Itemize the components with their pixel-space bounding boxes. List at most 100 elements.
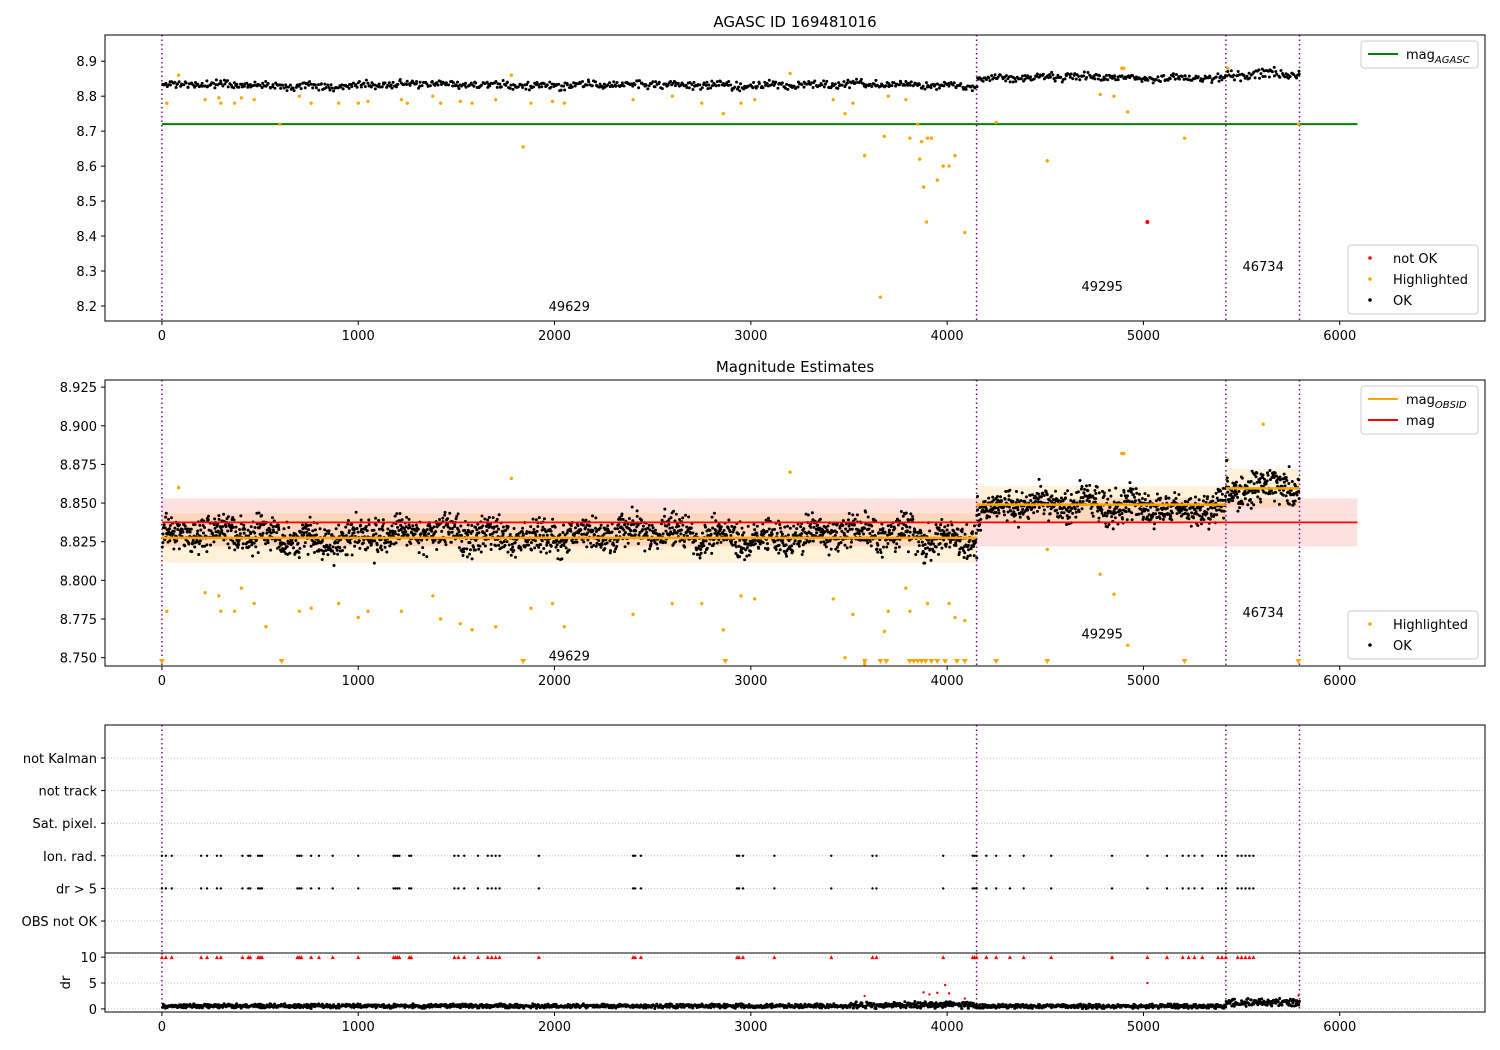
p2-ok-point (385, 550, 389, 554)
p2-ok-point (937, 552, 941, 556)
p2-ok-point (1120, 517, 1124, 521)
p2-ok-point (790, 544, 794, 548)
p2-ok-point (797, 541, 801, 545)
p2-ok-point (1129, 490, 1133, 494)
p2-ok-point (338, 546, 342, 550)
p2-ok-point (681, 516, 685, 520)
p2-ok-point (238, 528, 242, 532)
p2-ok-point (755, 534, 759, 538)
p1-ok-point (676, 81, 680, 85)
p2-ok-point (733, 525, 737, 529)
p2-ok-point (1020, 491, 1024, 495)
p1-ok-point (1060, 80, 1064, 84)
p2-ok-point (588, 524, 592, 528)
p2-ok-point (1222, 509, 1226, 513)
p2-ok-point (331, 545, 335, 549)
p1-ok-point (733, 85, 737, 89)
p2-ok-point (1266, 471, 1270, 475)
p2-ok-point (1096, 509, 1100, 513)
p1-ok-point (451, 84, 455, 88)
p2-ok-point (1186, 500, 1190, 504)
p1-ok-point (501, 79, 505, 83)
p2-ok-point (504, 528, 508, 532)
p1-ok-point (1219, 74, 1223, 78)
p1-ok-point (1049, 75, 1053, 79)
p2-legend-entry: mag (1406, 414, 1435, 429)
p2-ok-point (968, 554, 972, 558)
p2-ok-point (568, 527, 572, 531)
p2-ok-point (795, 527, 799, 531)
p1-ok-point (890, 84, 894, 88)
p2-ok-point (911, 517, 915, 521)
p2-ok-point (1231, 499, 1235, 503)
p2-ok-point (1282, 480, 1286, 484)
p2-ok-point (1143, 492, 1147, 496)
p2-ok-point (766, 546, 770, 550)
p2-ok-point (1090, 505, 1094, 509)
p1-ok-point (702, 81, 706, 85)
p1-ok-point (212, 81, 216, 85)
p2-ok-point (656, 547, 660, 551)
p1-ok-point (369, 85, 373, 89)
p3-flag-point (241, 854, 244, 857)
p2-ok-point (1120, 511, 1124, 515)
p2-ok-point (213, 526, 217, 530)
p2-ok-point (209, 529, 213, 533)
p2-ok-point (358, 546, 362, 550)
p2-ok-point (1122, 490, 1126, 494)
p1-ok-point (1021, 74, 1025, 78)
p2-ok-point (508, 532, 512, 536)
p1-ok-point (615, 80, 619, 84)
p2-ok-point (829, 547, 833, 551)
p2-ok-point (961, 546, 965, 550)
p3-flag-point (247, 887, 250, 890)
p2-ok-point (501, 525, 505, 529)
p2-ok-point (333, 541, 337, 545)
p2-ok-point (1130, 518, 1134, 522)
p1-ok-point (800, 83, 804, 87)
p2-ok-point (443, 513, 447, 517)
p2-ok-point (222, 538, 226, 542)
p1-ok-point (1275, 72, 1279, 76)
p3-flag-point (942, 854, 945, 857)
p2-ok-point (1111, 527, 1115, 531)
p2-ok-point (576, 524, 580, 528)
p2-ok-point (465, 547, 469, 551)
p1-ok-point (565, 83, 569, 87)
p2-ok-point (737, 532, 741, 536)
p1-ok-point (809, 81, 813, 85)
p2-ok-point (367, 523, 371, 527)
p2-ok-point (168, 524, 172, 528)
p1-ok-point (1014, 79, 1018, 83)
p2-ok-point (1156, 508, 1160, 512)
p2-ok-point (359, 518, 363, 522)
p1-ok-point (1267, 75, 1271, 79)
p2-ok-point (1065, 514, 1069, 518)
p1-ok-point (1297, 69, 1301, 73)
p1-ok-point (598, 82, 602, 86)
p2-ok-point (835, 530, 839, 534)
p1-ok-point (937, 86, 941, 90)
p2-ok-point (617, 522, 621, 526)
p2-ok-point (1012, 510, 1016, 514)
p2-clipped-marker (1044, 659, 1051, 664)
p2-ok-point (700, 531, 704, 535)
p2-ok-point (1033, 505, 1037, 509)
p1-not-ok-point (1145, 220, 1150, 225)
p1-ok-point (710, 79, 714, 83)
p1-ok-point (177, 80, 181, 84)
p2-ok-point (1037, 505, 1041, 509)
p2-highlighted-point (239, 586, 244, 590)
p2-ok-point (1154, 512, 1158, 516)
p2-ok-point (632, 523, 636, 527)
p2-ok-point (1290, 480, 1294, 484)
p2-ok-point (707, 542, 711, 546)
p3-flag-point (490, 887, 493, 890)
p2-ok-point (428, 524, 432, 528)
p1-highlighted-point (917, 157, 922, 161)
p1-x-tick-label: 6000 (1323, 329, 1356, 344)
p1-ok-point (998, 73, 1002, 77)
p2-ok-point (549, 544, 553, 548)
p1-ok-point (200, 81, 204, 85)
p1-ok-point (237, 85, 241, 89)
